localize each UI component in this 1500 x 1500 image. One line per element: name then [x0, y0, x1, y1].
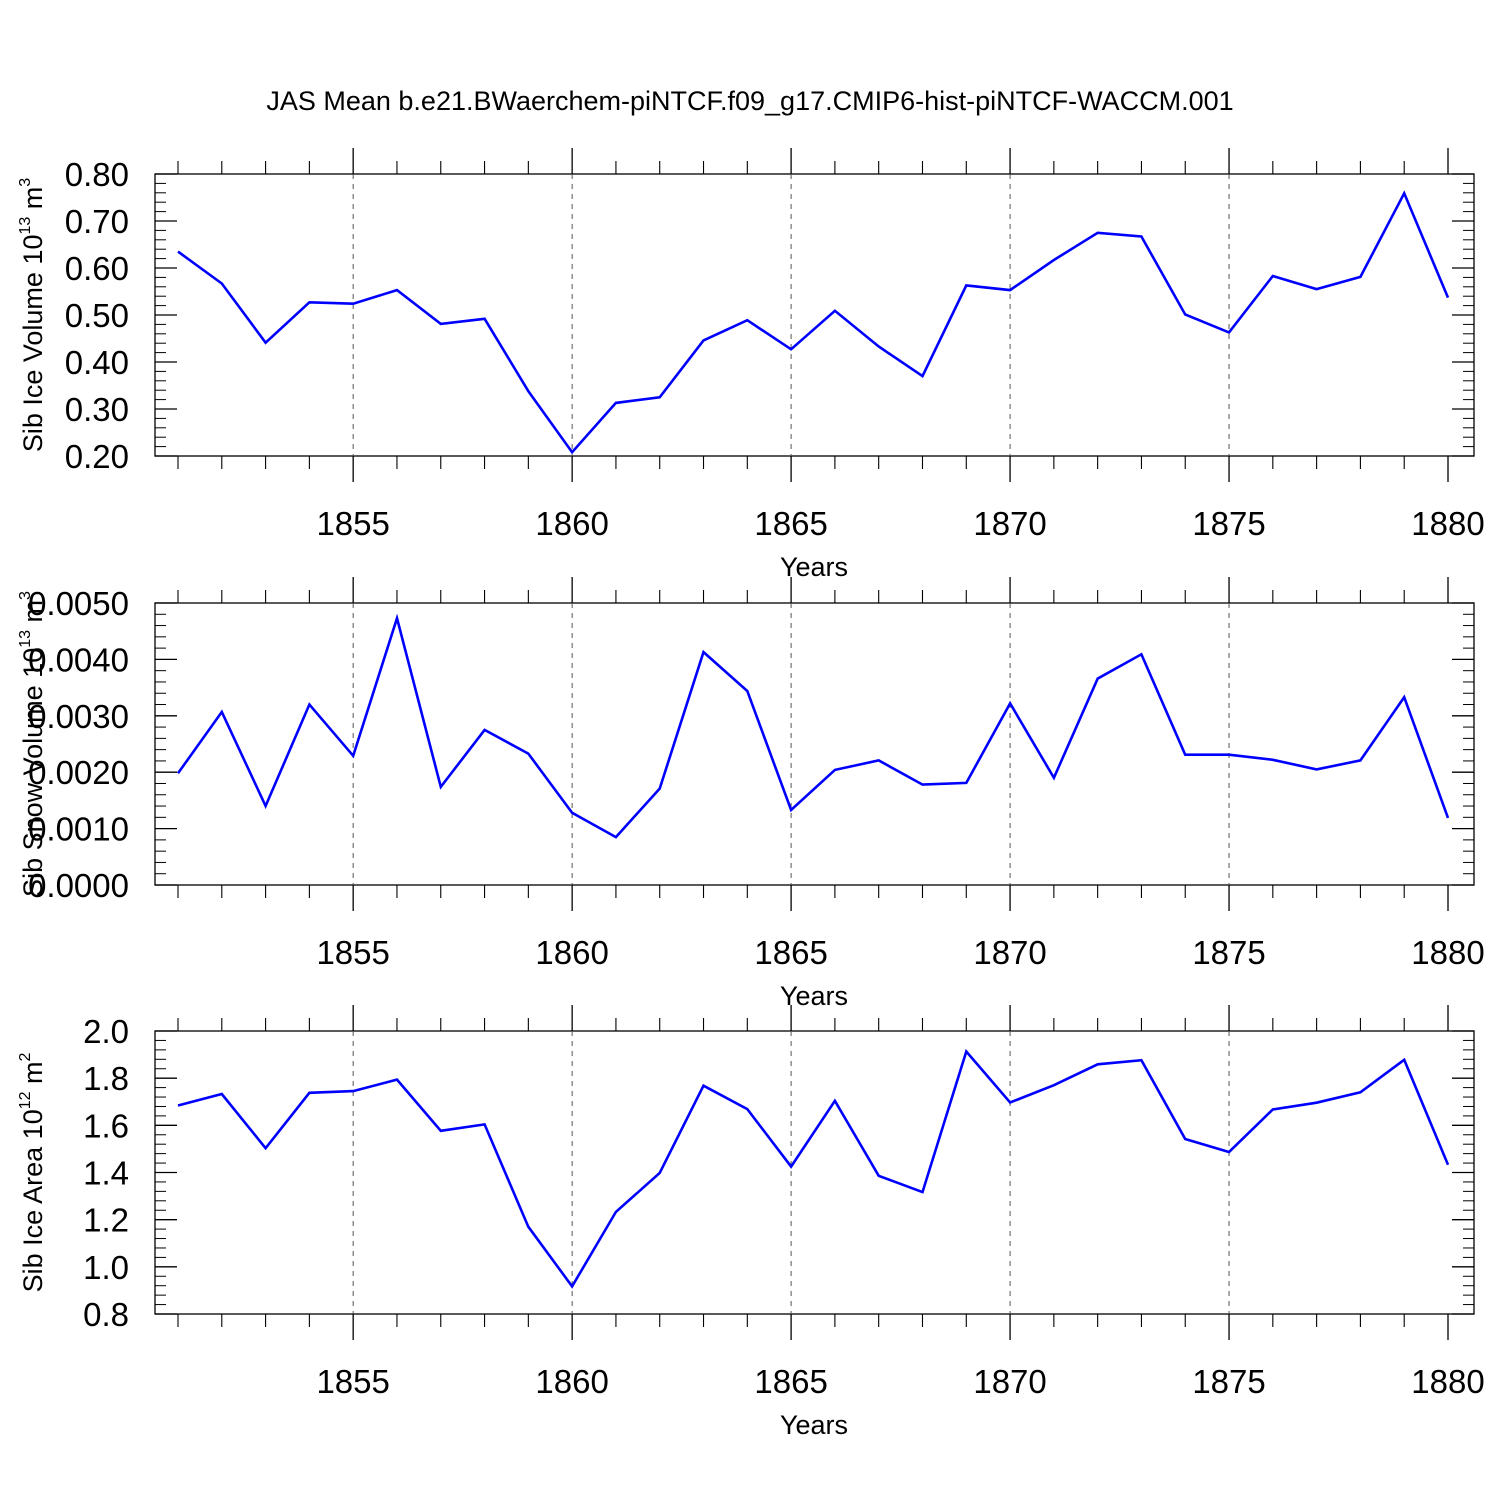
y-tick-label: 0.0050 [28, 585, 129, 622]
x-tick-label: 1855 [316, 505, 389, 542]
x-tick-label: 1865 [754, 1363, 827, 1400]
x-tick-label: 1860 [535, 1363, 608, 1400]
y-tick-label: 0.8 [83, 1296, 129, 1333]
chart-title: JAS Mean b.e21.BWaerchem-piNTCF.f09_g17.… [266, 86, 1234, 116]
x-axis-title: Years [780, 1410, 848, 1440]
x-tick-label: 1875 [1192, 505, 1265, 542]
y-tick-label: 0.80 [65, 156, 129, 193]
y-tick-label: 0.70 [65, 203, 129, 240]
x-tick-label: 1875 [1192, 934, 1265, 971]
y-tick-label: 1.8 [83, 1060, 129, 1097]
x-tick-label: 1870 [973, 505, 1046, 542]
y-tick-label: 0.20 [65, 438, 129, 475]
x-tick-label: 1880 [1411, 934, 1484, 971]
x-tick-label: 1855 [316, 934, 389, 971]
series-line-1 [177, 190, 1450, 455]
x-tick-label: 1855 [316, 1363, 389, 1400]
series-line-2 [176, 613, 1450, 839]
x-axis-title: Years [780, 981, 848, 1011]
x-axis-title: Years [780, 552, 848, 582]
y-tick-label: 0.0040 [28, 641, 129, 678]
x-tick-label: 1870 [973, 934, 1046, 971]
y-tick-label: 0.30 [65, 391, 129, 428]
x-tick-label: 1870 [973, 1363, 1046, 1400]
y-tick-label: 1.2 [83, 1202, 129, 1239]
x-tick-label: 1860 [535, 505, 608, 542]
y-tick-label: 0.0020 [28, 754, 129, 791]
y-tick-label: 2.0 [83, 1013, 129, 1050]
x-tick-label: 1860 [535, 934, 608, 971]
y-tick-label: 0.0030 [28, 698, 129, 735]
plot-frame-2 [154, 602, 1475, 886]
y-tick-label: 1.4 [83, 1155, 129, 1192]
x-tick-label: 1880 [1411, 1363, 1484, 1400]
y-axis-title: Sib Ice Area 1012 m2 [17, 1052, 48, 1292]
y-axis-title: Sib Ice Volume 1013 m3 [17, 178, 48, 452]
y-tick-label: 0.40 [65, 344, 129, 381]
y-tick-label: 0.60 [65, 250, 129, 287]
y-tick-label: 0.0000 [28, 867, 129, 904]
y-tick-label: 0.0010 [28, 811, 129, 848]
series-line-3 [177, 1048, 1450, 1289]
y-tick-label: 1.0 [83, 1249, 129, 1286]
x-tick-label: 1880 [1411, 505, 1484, 542]
y-tick-label: 0.50 [65, 297, 129, 334]
x-tick-label: 1865 [754, 934, 827, 971]
x-tick-label: 1865 [754, 505, 827, 542]
x-tick-label: 1875 [1192, 1363, 1265, 1400]
y-tick-label: 1.6 [83, 1107, 129, 1144]
y-axis-title: Sib Snow Volume 1013 m3 [17, 591, 48, 897]
